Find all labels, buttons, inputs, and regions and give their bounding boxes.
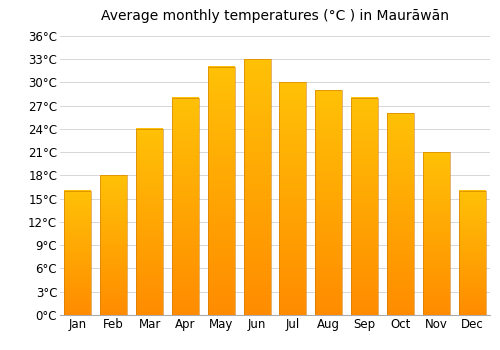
Bar	[64, 191, 92, 315]
Bar	[458, 191, 485, 315]
Bar	[351, 98, 378, 315]
Bar	[244, 59, 270, 315]
Bar	[423, 152, 450, 315]
Title: Average monthly temperatures (°C ) in Maurāwān: Average monthly temperatures (°C ) in Ma…	[101, 9, 449, 23]
Bar	[136, 129, 163, 315]
Bar	[387, 113, 414, 315]
Bar	[100, 175, 127, 315]
Bar	[208, 67, 234, 315]
Bar	[172, 98, 199, 315]
Bar	[280, 82, 306, 315]
Bar	[316, 90, 342, 315]
